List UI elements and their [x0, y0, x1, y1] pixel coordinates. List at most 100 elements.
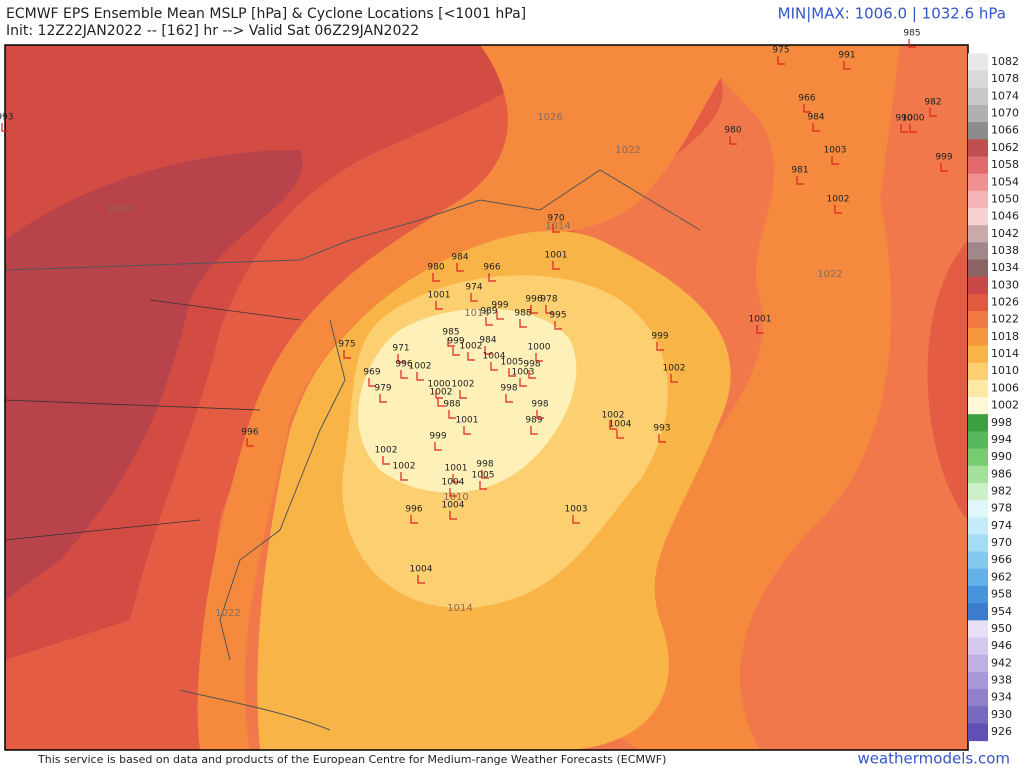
cyclone-pressure: 1001	[749, 315, 772, 325]
cyclone-marker	[508, 368, 516, 377]
colorbar-swatch	[968, 379, 988, 398]
state-borders	[5, 299, 301, 541]
colorbar: 1082 1078 1074 1070 1066 1062 1058 1054 1050 1046…	[968, 53, 1019, 742]
cyclone-marker	[484, 346, 492, 355]
cyclone-pressure: 980	[724, 126, 741, 136]
colorbar-swatch	[968, 603, 988, 621]
cyclone-marker	[379, 394, 387, 403]
cyclone-marker	[519, 378, 527, 387]
contour-label: 1022	[615, 145, 640, 156]
cyclone-marker	[1, 123, 9, 132]
colorbar-label: 974	[991, 519, 1012, 532]
cyclone-marker	[670, 374, 678, 383]
colorbar-swatch	[968, 259, 988, 278]
colorbar-swatch	[968, 293, 988, 312]
cyclone-marker	[452, 474, 460, 483]
cyclone-pressure: 996	[241, 428, 258, 438]
colorbar-swatch	[968, 173, 988, 192]
colorbar-label: 1066	[991, 124, 1019, 137]
cyclone-pressure: 985	[442, 328, 459, 338]
contour-label: 1026	[537, 112, 562, 123]
colorbar-swatch	[968, 689, 988, 707]
cyclone-pressure: 969	[363, 368, 380, 378]
colorbar-swatch	[968, 208, 988, 226]
colorbar-swatch	[968, 139, 988, 157]
colorbar-swatch	[968, 706, 988, 724]
map-subtitle: Init: 12Z22JAN2022 -- [162] hr --> Valid…	[6, 23, 419, 39]
colorbar-swatch	[968, 70, 988, 89]
cyclone-pressure: 1000	[902, 114, 925, 124]
cyclone-pressure: 1002	[393, 462, 416, 472]
cyclone-marker	[488, 273, 496, 282]
cyclone-pressure: 999	[651, 332, 668, 342]
colorbar-label: 962	[991, 570, 1012, 583]
colorbar-label: 966	[991, 553, 1012, 566]
cyclone-marker	[843, 61, 851, 70]
contour-label: 1022	[215, 608, 240, 619]
contour-label: 1030	[107, 204, 132, 215]
colorbar-label: 978	[991, 502, 1012, 515]
cyclone-marker	[900, 124, 908, 133]
cyclone-pressure: 993	[653, 424, 670, 434]
colorbar-swatch	[968, 482, 988, 501]
cyclone-pressure: 985	[903, 29, 920, 39]
cyclone-marker	[908, 39, 916, 48]
cyclone-pressure: 984	[807, 113, 824, 123]
cyclone-pressure: 1002	[375, 446, 398, 456]
cyclone-pressure: 1001	[545, 251, 568, 261]
colorbar-label: 1022	[991, 313, 1019, 326]
cyclone-pressure: 979	[374, 384, 391, 394]
cyclone-marker	[463, 426, 471, 435]
colorbar-swatch	[968, 242, 988, 261]
colorbar-label: 946	[991, 639, 1012, 652]
colorbar-swatch	[968, 654, 988, 673]
contour-label: 1014	[545, 221, 570, 232]
colorbar-label: 926	[991, 725, 1012, 738]
colorbar-swatch	[968, 448, 988, 467]
colorbar-label: 1082	[991, 55, 1019, 68]
cyclone-marker	[397, 354, 405, 363]
colorbar-label: 1014	[991, 347, 1019, 360]
min-max: MIN|MAX: 1006.0 | 1032.6 hPa	[778, 5, 1006, 23]
colorbar-swatch	[968, 637, 988, 656]
colorbar-label: 1078	[991, 72, 1019, 85]
cyclone-pressure: 988	[514, 309, 531, 319]
colorbar-swatch	[968, 517, 988, 535]
cyclone-pressure: 970	[547, 214, 564, 224]
colorbar-label: 986	[991, 467, 1012, 480]
field-1018	[198, 45, 741, 750]
cyclone-marker	[831, 156, 839, 165]
cyclone-pressure: 1002	[452, 380, 475, 390]
cyclone-marker	[552, 261, 560, 270]
cyclone-pressure: 975	[772, 46, 789, 56]
cyclone-pressure: 999	[447, 337, 464, 347]
overlay: 1026102210301022101410101014102210149859…	[0, 29, 953, 620]
colorbar-swatch	[968, 328, 988, 346]
cyclone-marker	[496, 311, 504, 320]
colorbar-swatch	[968, 585, 988, 604]
colorbar-label: 1046	[991, 210, 1019, 223]
cyclone-marker	[417, 575, 425, 584]
cyclone-pressure: 1001	[445, 464, 468, 474]
cyclone-pressure: 1003	[512, 368, 535, 378]
colorbar-label: 1074	[991, 89, 1019, 102]
cyclone-pressure: 1000	[428, 380, 451, 390]
cyclone-pressure: 998	[523, 360, 540, 370]
colorbar-swatch	[968, 345, 988, 364]
cyclone-marker	[400, 472, 408, 481]
contour-label: 1010	[443, 492, 468, 503]
colorbar-swatch	[968, 311, 988, 329]
colorbar-label: 1038	[991, 244, 1019, 257]
cyclone-pressure: 971	[392, 344, 409, 354]
colorbar-swatch	[968, 723, 988, 742]
field-1022-east	[740, 45, 968, 750]
cyclone-marker	[435, 390, 443, 399]
colorbar-swatch	[968, 53, 988, 72]
colorbar-swatch	[968, 104, 988, 123]
cyclone-pressure: 1004	[609, 420, 632, 430]
colorbar-label: 1070	[991, 107, 1019, 120]
cyclone-marker	[246, 438, 254, 447]
cyclone-pressure: 996	[395, 360, 412, 370]
cyclone-pressure: 978	[540, 295, 557, 305]
